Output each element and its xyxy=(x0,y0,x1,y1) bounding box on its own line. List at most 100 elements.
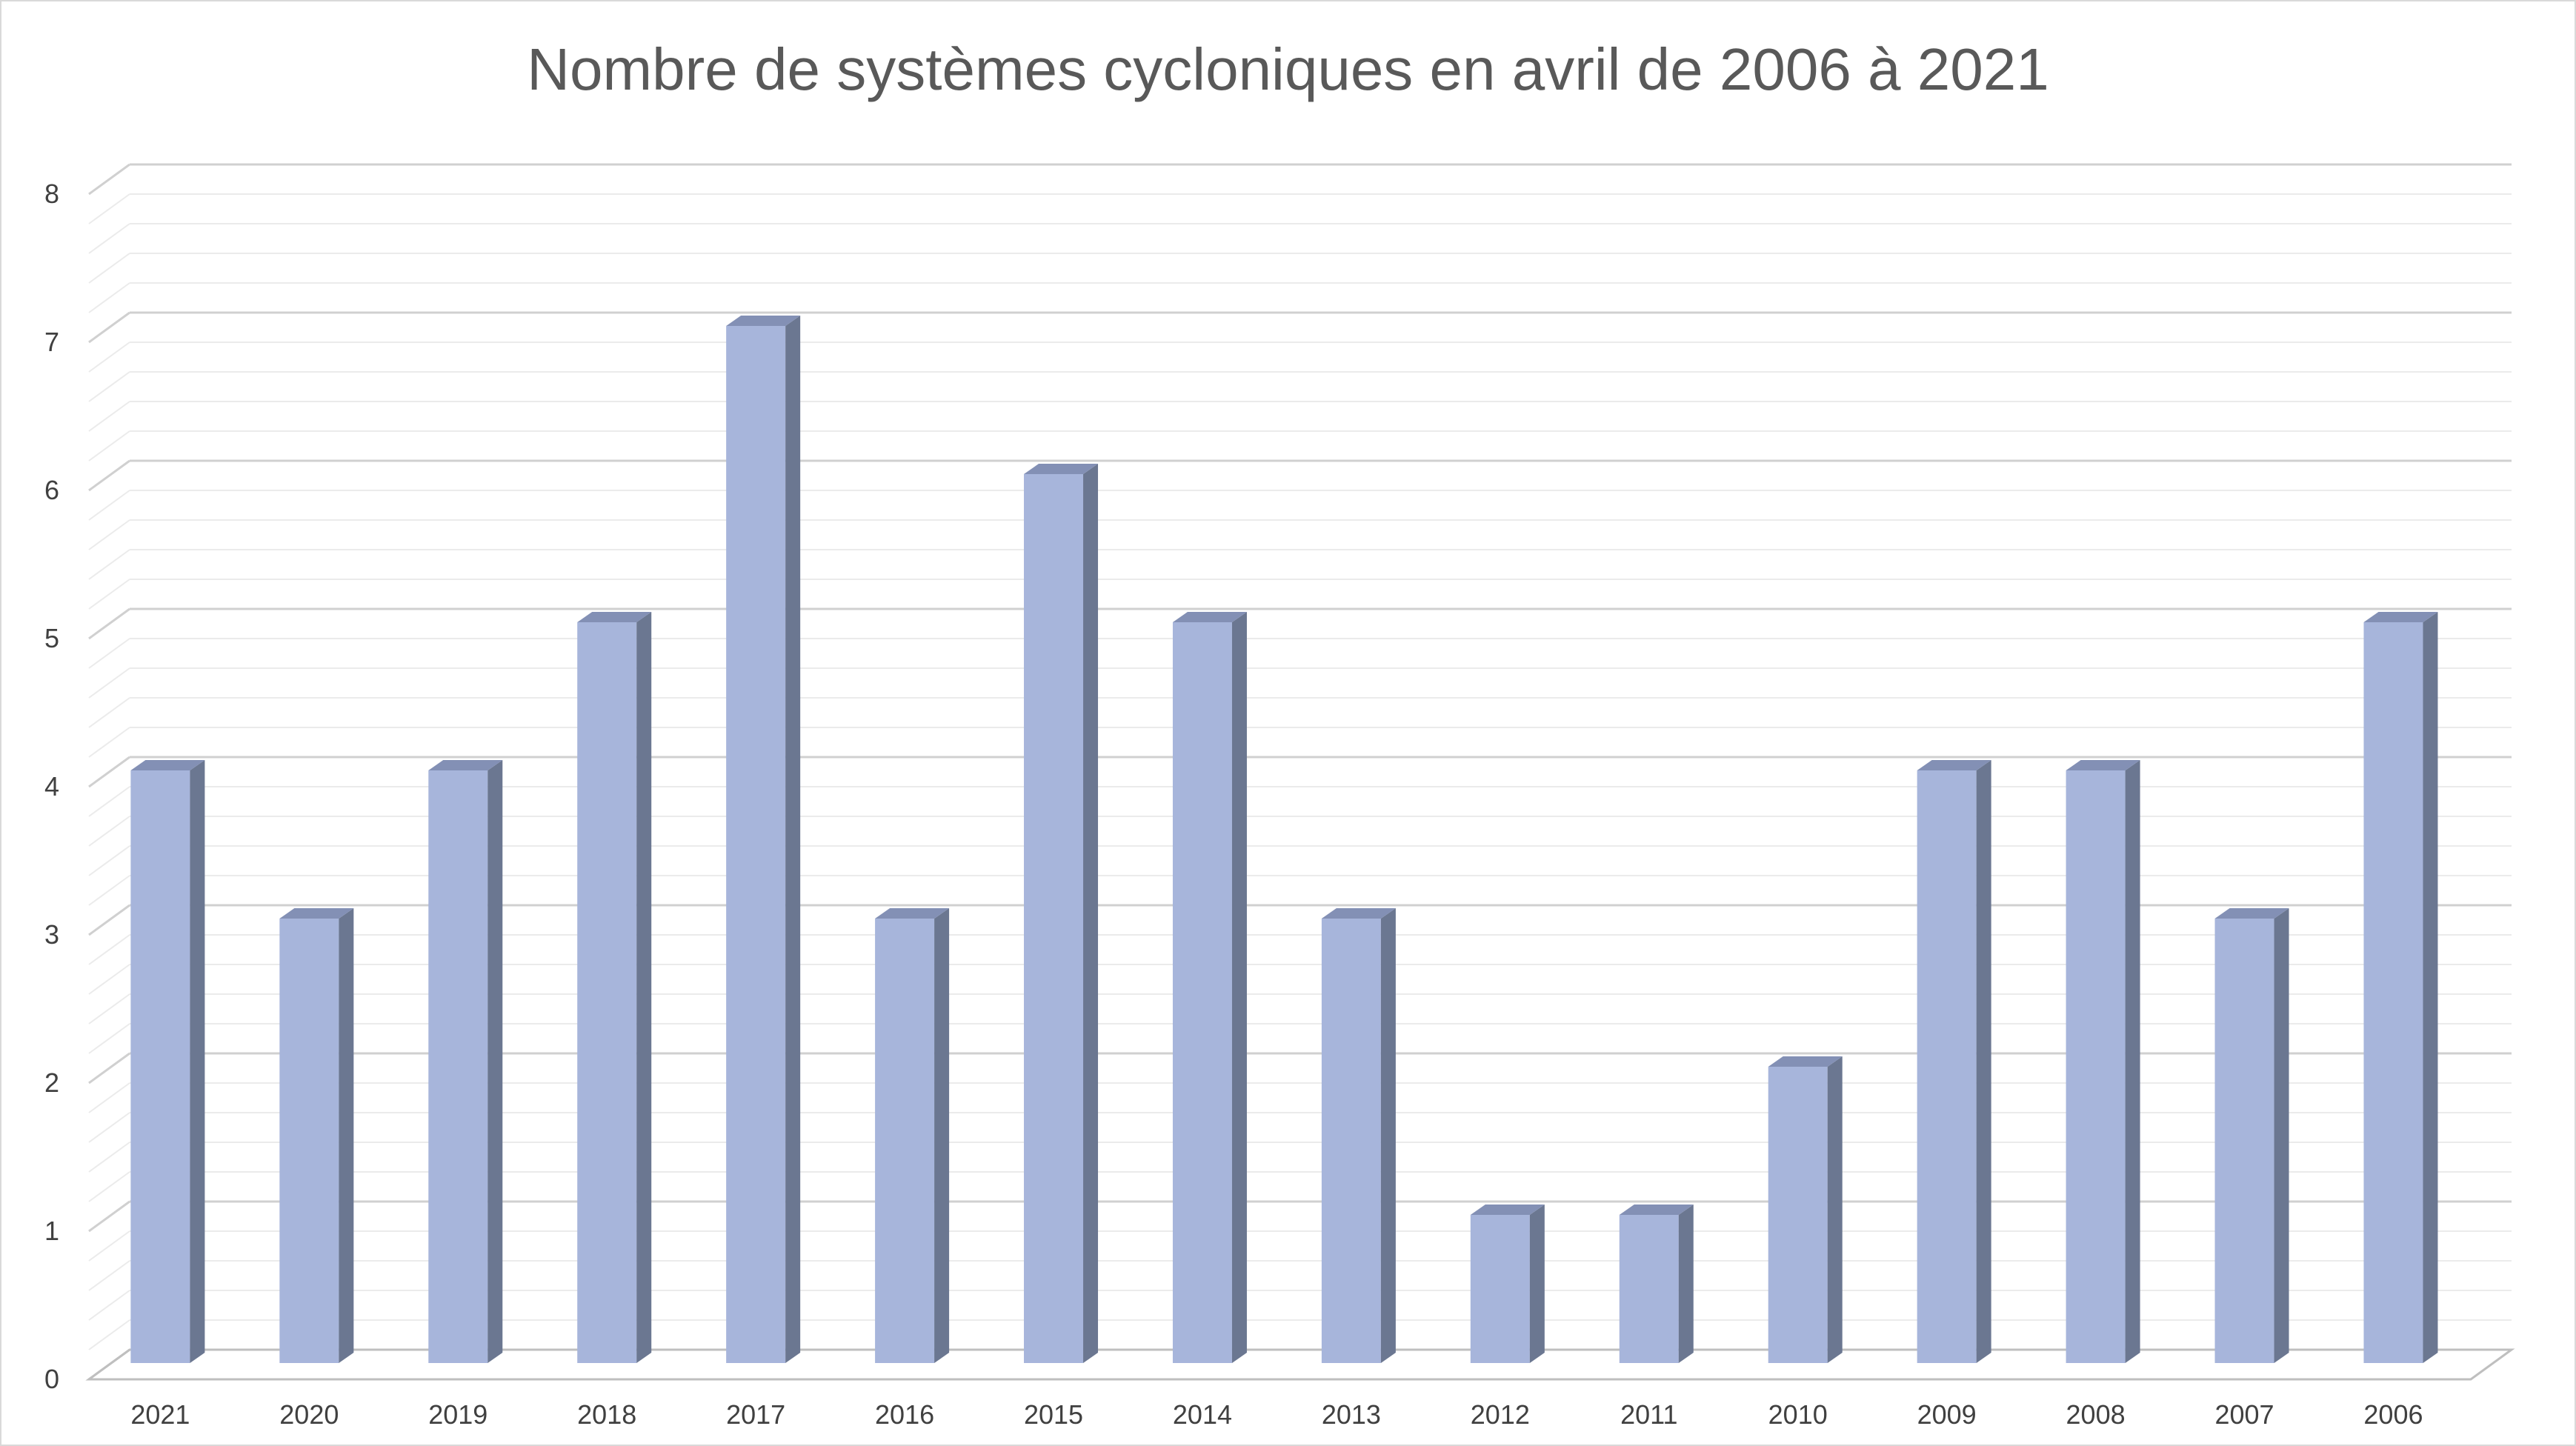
x-tick-label: 2009 xyxy=(1917,1399,1977,1430)
bar xyxy=(1470,1215,1530,1363)
bar-top xyxy=(1321,908,1396,919)
gridline-side-minor xyxy=(88,253,130,284)
gridline-side-minor xyxy=(88,934,130,965)
bar-side xyxy=(487,760,503,1363)
gridline-side-minor xyxy=(88,430,130,462)
bar xyxy=(2363,622,2423,1363)
bar-top xyxy=(2066,760,2140,770)
y-tick-label: 2 xyxy=(44,1067,59,1098)
bar xyxy=(726,326,786,1363)
bar-top xyxy=(130,760,205,770)
gridline-side-minor xyxy=(88,371,130,402)
bar xyxy=(2214,919,2274,1363)
bar xyxy=(1172,622,1232,1363)
x-tick-label: 2008 xyxy=(2066,1399,2126,1430)
gridline-side-major xyxy=(88,311,130,344)
bar-top xyxy=(1172,612,1247,622)
bar-top xyxy=(1470,1205,1545,1215)
y-tick-label: 1 xyxy=(44,1216,59,1246)
gridline-side-major xyxy=(88,459,130,492)
bar xyxy=(279,919,339,1363)
gridline-side-minor xyxy=(88,1171,130,1202)
gridline-side-minor xyxy=(88,875,130,906)
bar-side xyxy=(339,908,354,1363)
gridline-side-minor xyxy=(88,490,130,521)
gridline-side-major xyxy=(88,904,130,936)
x-tick-label: 2011 xyxy=(1620,1399,1677,1430)
bar-top xyxy=(1619,1205,1694,1215)
bar xyxy=(1917,770,1977,1363)
gridline-side-minor xyxy=(88,519,130,550)
x-tick-label: 2010 xyxy=(1768,1399,1828,1430)
gridline-side-major xyxy=(88,607,130,640)
gridline-side-major xyxy=(88,756,130,788)
bar-side xyxy=(2423,612,2438,1363)
x-tick-label: 2016 xyxy=(875,1399,934,1430)
bar xyxy=(1768,1067,1828,1363)
bar xyxy=(428,770,488,1363)
bar xyxy=(2066,770,2126,1363)
gridline-side-minor xyxy=(88,282,130,313)
bar-top xyxy=(1917,760,1991,770)
bar-top xyxy=(875,908,950,919)
gridline-side-minor xyxy=(88,549,130,580)
gridline-side-minor xyxy=(88,786,130,817)
bar-top xyxy=(428,760,503,770)
x-tick-label: 2019 xyxy=(428,1399,487,1430)
x-tick-label: 2015 xyxy=(1024,1399,1083,1430)
gridline-side-major xyxy=(88,163,130,196)
bar-side xyxy=(2274,908,2289,1363)
bar xyxy=(875,919,935,1363)
gridline-side-minor xyxy=(88,1112,130,1143)
y-tick-label: 0 xyxy=(44,1364,59,1394)
x-tick-label: 2014 xyxy=(1173,1399,1232,1430)
bar xyxy=(1024,474,1084,1363)
gridline-side-major xyxy=(88,1052,130,1084)
bar-side xyxy=(785,316,801,1363)
y-tick-label: 3 xyxy=(44,919,59,950)
y-tick-label: 8 xyxy=(44,179,59,209)
bar-top xyxy=(2214,908,2289,919)
gridline-side-minor xyxy=(88,1319,130,1350)
bar-top xyxy=(577,612,652,622)
gridline-side-minor xyxy=(88,1082,130,1113)
bar-top xyxy=(1768,1056,1843,1067)
bar-side xyxy=(190,760,205,1363)
gridline-side-minor xyxy=(88,964,130,995)
bar xyxy=(1321,919,1381,1363)
y-tick-label: 6 xyxy=(44,475,59,505)
chart-floor xyxy=(85,1348,2515,1381)
gridline-side-minor xyxy=(88,223,130,254)
gridline-side-minor xyxy=(88,1260,130,1291)
y-tick-label: 4 xyxy=(44,771,59,802)
bar-top xyxy=(1024,464,1099,474)
x-tick-label: 2007 xyxy=(2214,1399,2274,1430)
bar-top xyxy=(2363,612,2438,622)
x-tick-label: 2013 xyxy=(1322,1399,1381,1430)
bar-side xyxy=(1976,760,1991,1363)
gridline-side-minor xyxy=(88,697,130,728)
x-tick-label: 2020 xyxy=(279,1399,339,1430)
x-tick-label: 2006 xyxy=(2363,1399,2423,1430)
x-tick-label: 2021 xyxy=(130,1399,190,1430)
bar xyxy=(1619,1215,1679,1363)
gridline-side-minor xyxy=(88,1142,130,1173)
bar-top xyxy=(279,908,354,919)
gridline-side-minor xyxy=(88,1230,130,1262)
gridline-side-minor xyxy=(88,845,130,876)
bar xyxy=(577,622,637,1363)
bar-side xyxy=(636,612,652,1363)
bar-side xyxy=(1380,908,1396,1363)
bar-side xyxy=(934,908,950,1363)
gridline-side-major xyxy=(88,1200,130,1233)
bar-side xyxy=(1083,464,1099,1363)
bar-side xyxy=(1827,1056,1843,1363)
gridline-side-minor xyxy=(88,579,130,610)
gridline-side-minor xyxy=(88,401,130,432)
bar xyxy=(130,770,190,1363)
y-tick-label: 7 xyxy=(44,327,59,357)
gridline-side-minor xyxy=(88,193,130,224)
gridline-side-minor xyxy=(88,667,130,699)
gridline-side-minor xyxy=(88,727,130,758)
